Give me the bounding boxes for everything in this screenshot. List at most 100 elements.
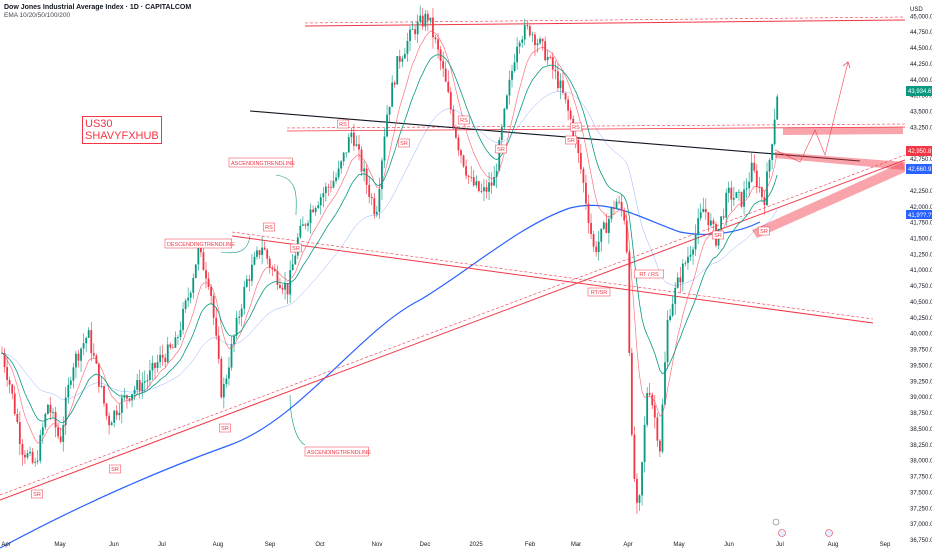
top-resistance-dashed xyxy=(304,16,906,24)
ema-lines xyxy=(1,30,778,444)
candle-body xyxy=(138,380,141,391)
watermark-box: US30 SHAVYFXHUB xyxy=(82,116,162,144)
sr-box-label: RT / RS xyxy=(639,272,659,278)
price-tick-label: 37,750.0 xyxy=(910,475,932,481)
pointer-curve xyxy=(289,394,306,446)
candle-body xyxy=(182,309,184,330)
candle-body xyxy=(396,56,399,85)
price-tick-label: 37,500.0 xyxy=(910,490,932,496)
candle-body xyxy=(273,269,276,271)
candle-body xyxy=(444,68,447,82)
ema-200-line xyxy=(0,204,761,549)
sr-box xyxy=(337,119,349,129)
time-tick-label: Jun xyxy=(724,542,734,548)
candle-body xyxy=(549,56,552,58)
candle-body xyxy=(11,384,14,394)
candle-body xyxy=(432,17,434,38)
ascending-trendline xyxy=(0,159,906,501)
candle-body xyxy=(370,196,373,199)
candle-body xyxy=(217,335,220,359)
price-tick-label: 45,000.0 xyxy=(910,14,932,20)
candle-body xyxy=(373,198,376,215)
price-tag-label: 42,950.8 xyxy=(908,149,932,155)
candle-body xyxy=(544,41,547,61)
candle-body xyxy=(363,168,365,172)
candle-body xyxy=(416,21,419,35)
ascending-trendline-dashed xyxy=(0,154,906,496)
candle-body xyxy=(34,461,37,463)
candle-body xyxy=(161,354,164,358)
candle-body xyxy=(661,404,664,452)
candle-body xyxy=(500,127,503,141)
candle-body xyxy=(312,209,314,213)
candle-body xyxy=(207,278,210,287)
candle-body xyxy=(141,382,144,391)
sr-box-label: RS xyxy=(339,122,347,128)
candle-body xyxy=(697,218,700,234)
descending-trendline xyxy=(231,235,874,324)
candle-body xyxy=(286,282,289,295)
candle-body xyxy=(171,347,174,349)
watermark-line-2: SHAVYFXHUB xyxy=(85,130,159,142)
candle-body xyxy=(322,193,325,198)
candle-body xyxy=(159,354,161,363)
candle-body xyxy=(720,216,722,229)
candle-body xyxy=(184,300,187,310)
candle-body xyxy=(485,187,488,192)
price-tick-label: 39,750.0 xyxy=(910,348,932,354)
candle-body xyxy=(16,413,19,423)
trendline-label-box xyxy=(228,157,293,168)
candle-body xyxy=(707,212,710,226)
candle-body xyxy=(557,71,559,89)
flag-event-icon xyxy=(825,529,833,537)
candle-body xyxy=(470,176,473,178)
candle-body xyxy=(692,249,694,255)
candle-body xyxy=(618,201,620,203)
candle-body xyxy=(625,220,628,253)
price-tick-label: 40,750.0 xyxy=(910,284,932,290)
time-tick-label: Sep xyxy=(880,542,891,548)
candle-body xyxy=(299,225,302,238)
candle-body xyxy=(559,80,562,89)
candle-body xyxy=(179,329,182,338)
candles xyxy=(1,5,779,514)
candle-body xyxy=(761,187,763,198)
time-tick-label: Nov xyxy=(372,542,383,548)
candle-body xyxy=(335,177,337,182)
candle-body xyxy=(381,160,383,189)
candle-body xyxy=(342,152,345,162)
candle-body xyxy=(177,337,179,338)
candle-body xyxy=(222,384,225,398)
candle-body xyxy=(240,308,243,317)
candle-body xyxy=(350,132,353,138)
time-tick-label: Aug xyxy=(213,542,224,548)
time-axis[interactable]: Apr May Jun Jul Aug Sep Oct Nov Dec 2025 Feb Mar Apr… xyxy=(1,518,891,548)
candle-body xyxy=(659,440,661,452)
candle-body xyxy=(592,234,595,247)
candle-body xyxy=(378,188,381,212)
candle-body xyxy=(452,109,455,127)
blue-price-tag xyxy=(906,210,932,219)
candle-body xyxy=(281,287,284,290)
sr-box-label: RS xyxy=(572,125,580,131)
price-tick-label: 38,500.0 xyxy=(910,427,932,433)
candle-body xyxy=(266,249,269,259)
candle-body xyxy=(503,108,506,128)
candle-body xyxy=(434,37,437,40)
sr-box xyxy=(570,122,582,132)
candle-body xyxy=(330,187,332,188)
candle-body xyxy=(449,92,452,110)
candle-body xyxy=(154,362,156,369)
candle-body xyxy=(426,13,429,21)
candle-body xyxy=(8,379,11,385)
sr-box-label: SR xyxy=(497,147,505,153)
candle-body xyxy=(562,80,564,93)
candle-body xyxy=(521,39,524,43)
candle-body xyxy=(748,181,751,189)
candle-body xyxy=(268,258,271,268)
candle-body xyxy=(518,42,521,47)
candle-body xyxy=(85,337,88,344)
candle-body xyxy=(554,69,557,72)
